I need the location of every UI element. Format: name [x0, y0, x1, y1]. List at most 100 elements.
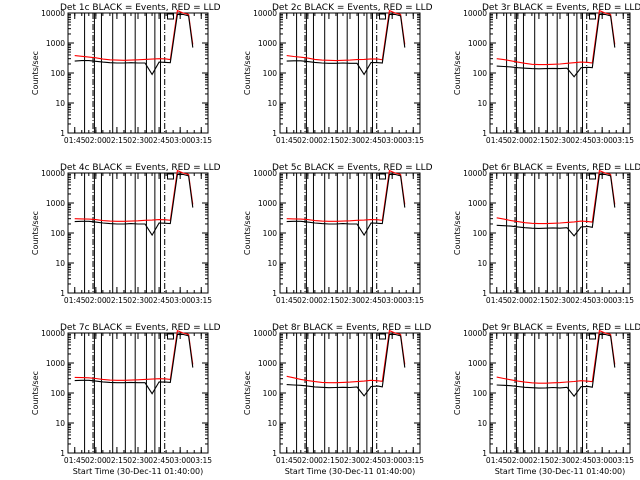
y-tick-label: 1000	[46, 359, 65, 368]
plot-frame	[489, 12, 631, 134]
y-tick-label: 100	[263, 69, 278, 78]
x-tick-label: 02:15	[318, 136, 340, 145]
y-tick-label: 1000	[258, 359, 277, 368]
top-marker	[167, 13, 175, 20]
y-axis-label: Counts/sec	[453, 371, 462, 415]
y-tick-label: 100	[473, 389, 488, 398]
x-tick-label: 03:00	[169, 456, 191, 465]
x-tick-label: 03:00	[169, 296, 191, 305]
x-tick-label: 02:45	[360, 456, 382, 465]
x-tick-label: 03:00	[591, 136, 613, 145]
series-lld-line	[286, 9, 406, 62]
y-tick-label: 100	[263, 229, 278, 238]
panel-6: Det 6r BLACK = Events, RED = LLD 1 10 100 10…	[453, 163, 640, 305]
series-events-line	[496, 333, 616, 398]
top-marker	[167, 333, 175, 340]
x-tick-label: 03:00	[169, 136, 191, 145]
series-lld-line	[286, 329, 406, 384]
x-axis-label: Start Time (30-Dec-11 01:40:00)	[285, 467, 416, 476]
y-tick-label: 1000	[46, 39, 65, 48]
plot-frame	[67, 332, 209, 454]
x-tick-label: 01:45	[276, 296, 298, 305]
x-tick-label: 02:00	[85, 136, 107, 145]
plot-frame	[67, 12, 209, 134]
panel-3: Det 3r BLACK = Events, RED = LLD 1 10 100 10…	[453, 3, 640, 145]
panel-title: Det 4c BLACK = Events, RED = LLD	[60, 163, 221, 173]
x-tick-label: 02:30	[339, 296, 361, 305]
x-tick-label: 02:15	[106, 296, 128, 305]
x-tick-label: 02:30	[549, 296, 571, 305]
x-tick-label: 02:15	[106, 136, 128, 145]
y-axis-label: Counts/sec	[243, 211, 252, 255]
x-tick-label: 01:45	[486, 136, 508, 145]
panel-title: Det 1c BLACK = Events, RED = LLD	[60, 3, 221, 13]
panel-title: Det 9r BLACK = Events, RED = LLD	[482, 323, 640, 333]
x-tick-label: 02:30	[549, 136, 571, 145]
panel-title: Det 8r BLACK = Events, RED = LLD	[272, 323, 431, 333]
x-tick-label: 02:30	[339, 136, 361, 145]
y-axis-label: Counts/sec	[31, 211, 40, 255]
x-tick-label: 01:45	[64, 136, 86, 145]
y-axis-label: Counts/sec	[31, 51, 40, 95]
y-tick-label: 1000	[468, 39, 487, 48]
plot-frame	[279, 172, 421, 294]
x-tick-label: 03:15	[190, 136, 212, 145]
y-tick-label: 1	[60, 289, 65, 298]
top-marker	[589, 13, 597, 20]
y-tick-label: 10	[267, 419, 277, 428]
y-tick-label: 10	[55, 419, 65, 428]
x-axis-label: Start Time (30-Dec-11 01:40:00)	[73, 467, 204, 476]
plot-frame	[279, 332, 421, 454]
x-tick-label: 02:00	[297, 456, 319, 465]
y-tick-label: 1	[272, 129, 277, 138]
series-events-line	[74, 173, 194, 237]
x-tick-label: 03:15	[612, 136, 634, 145]
x-tick-label: 01:45	[64, 456, 86, 465]
x-tick-label: 03:00	[591, 456, 613, 465]
y-tick-label: 10000	[463, 9, 487, 18]
x-tick-label: 02:30	[127, 136, 149, 145]
x-tick-label: 03:15	[190, 456, 212, 465]
x-tick-label: 02:15	[106, 456, 128, 465]
x-axis-label: Start Time (30-Dec-11 01:40:00)	[495, 467, 626, 476]
panel-5: Det 5c BLACK = Events, RED = LLD 1 10 100 10…	[243, 163, 433, 305]
x-tick-label: 01:45	[64, 296, 86, 305]
y-tick-label: 10000	[463, 329, 487, 338]
series-lld-line	[496, 9, 616, 66]
top-marker	[167, 173, 175, 180]
x-tick-label: 02:00	[85, 296, 107, 305]
y-axis-label: Counts/sec	[243, 51, 252, 95]
x-tick-label: 02:00	[85, 456, 107, 465]
x-tick-label: 03:15	[612, 456, 634, 465]
panel-4: Det 4c BLACK = Events, RED = LLD 1 10 100 10…	[31, 163, 221, 305]
x-tick-label: 02:45	[360, 296, 382, 305]
x-tick-label: 03:15	[190, 296, 212, 305]
panel-2: Det 2c BLACK = Events, RED = LLD 1 10 100 10…	[243, 3, 433, 145]
panel-title: Det 3r BLACK = Events, RED = LLD	[482, 3, 640, 13]
y-tick-label: 1000	[258, 199, 277, 208]
x-tick-label: 02:00	[507, 456, 529, 465]
y-tick-label: 1000	[468, 359, 487, 368]
panel-title: Det 2c BLACK = Events, RED = LLD	[272, 3, 433, 13]
series-lld-line	[496, 329, 616, 384]
panel-title: Det 6r BLACK = Events, RED = LLD	[482, 163, 640, 173]
x-tick-label: 03:15	[402, 136, 424, 145]
series-lld-line	[74, 9, 194, 61]
x-tick-label: 02:45	[570, 296, 592, 305]
y-tick-label: 10	[267, 99, 277, 108]
x-tick-label: 03:00	[381, 136, 403, 145]
x-tick-label: 03:15	[402, 296, 424, 305]
y-axis-label: Counts/sec	[453, 211, 462, 255]
y-tick-label: 1	[272, 289, 277, 298]
top-marker	[379, 333, 387, 340]
y-tick-label: 10	[55, 259, 65, 268]
x-tick-label: 03:00	[591, 296, 613, 305]
x-tick-label: 03:00	[381, 296, 403, 305]
series-events-line	[74, 13, 194, 76]
x-tick-label: 02:15	[528, 136, 550, 145]
y-tick-label: 100	[263, 389, 278, 398]
series-events-line	[496, 13, 616, 78]
panel-title: Det 5c BLACK = Events, RED = LLD	[272, 163, 433, 173]
x-tick-label: 02:45	[570, 136, 592, 145]
y-tick-label: 1000	[258, 39, 277, 48]
